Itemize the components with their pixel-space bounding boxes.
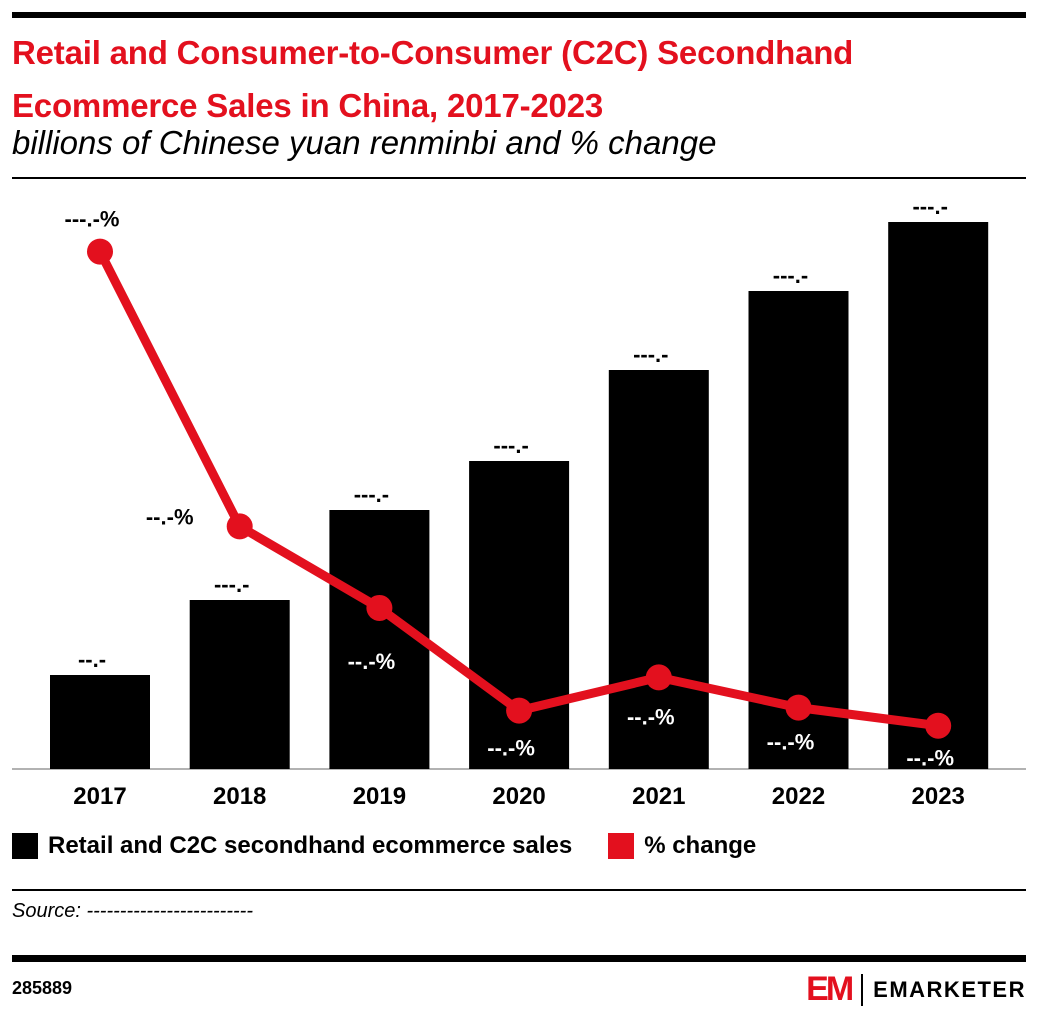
change-label-2017: ---.-% [65,207,120,232]
legend: Retail and C2C secondhand ecommerce sale… [12,832,756,860]
change-point-2022 [785,694,812,721]
x-tick-2021: 2021 [632,783,685,810]
legend-swatch-bar [12,833,38,859]
change-point-2017 [87,238,113,265]
bar-label-2017: --.- [78,647,106,672]
logo-mark: EM [806,970,854,1008]
x-tick-2019: 2019 [353,783,406,810]
chart-title: Retail and Consumer-to-Consumer (C2C) Se… [12,34,854,124]
change-label-2021: --.-% [627,704,675,729]
logo-separator [861,973,864,1006]
change-point-2018 [226,513,253,540]
bar-2021 [608,370,709,769]
bar-label-2019: ---.- [354,482,389,507]
chart-subtitle: billions of Chinese yuan renminbi and % … [12,124,717,161]
bar-label-2021: ---.- [633,342,668,367]
change-point-2021 [645,664,672,691]
change-label-2023: --.-% [906,746,954,771]
x-tick-2020: 2020 [492,783,545,810]
x-tick-2022: 2022 [772,783,825,810]
bottom-rule [12,955,1026,962]
legend-label-change: % change [644,832,757,859]
change-label-2020: --.-% [487,736,535,761]
logo-wordmark: EMARKETER [873,976,1026,1002]
chart-id: 285889 [12,978,73,998]
emarketer-logo: EM EMARKETER [806,970,1026,1009]
source-note: Source: ------------------------- [12,900,253,922]
bar-2018 [189,600,290,769]
change-label-2018: --.-% [146,504,194,529]
bar-2022 [748,291,849,769]
bar-2023 [888,222,989,769]
bar-label-2023: ---.- [912,194,947,219]
change-label-2022: --.-% [767,730,815,755]
legend-label-sales: Retail and C2C secondhand ecommerce sale… [48,832,573,859]
bar-label-2018: ---.- [214,572,249,597]
bar-label-2022: ---.- [773,263,808,288]
x-tick-2018: 2018 [213,783,266,810]
change-point-2023 [925,712,952,739]
x-tick-2023: 2023 [912,783,965,810]
bar-2017 [50,675,150,769]
bar-2019 [329,510,430,769]
divider [12,177,1026,179]
top-rule [12,12,1026,18]
bar-label-2020: ---.- [493,433,528,458]
legend-swatch-line [608,833,635,859]
change-point-2020 [506,697,533,724]
change-point-2019 [366,594,393,621]
divider [12,889,1026,891]
x-tick-2017: 2017 [73,783,126,810]
change-label-2019: --.-% [348,649,396,674]
